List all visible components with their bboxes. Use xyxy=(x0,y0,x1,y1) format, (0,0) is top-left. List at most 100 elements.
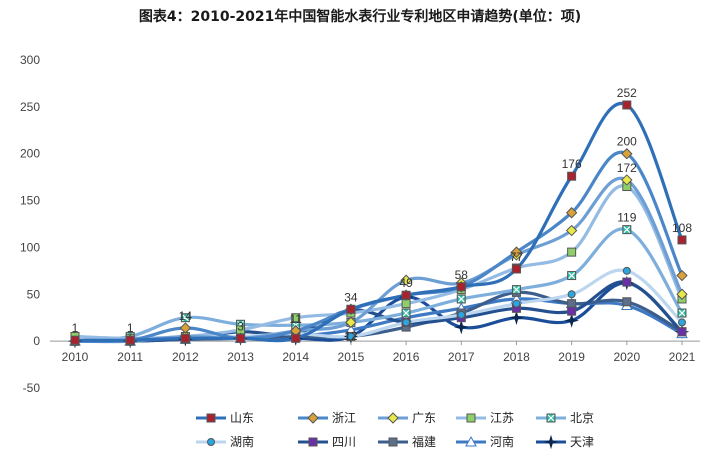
data-point xyxy=(402,318,411,327)
data-point xyxy=(677,235,687,245)
data-label: 77 xyxy=(510,250,524,264)
data-point-cross xyxy=(402,309,410,317)
legend-marker xyxy=(465,435,477,447)
x-tick-label: 2013 xyxy=(227,350,254,364)
y-tick-label: 200 xyxy=(20,147,40,161)
data-point-cross xyxy=(513,286,520,294)
x-axis: 2010 2011 2012 2013 2014 2015 2016 2017 2018 2019… xyxy=(50,340,700,364)
legend-label: 福建 xyxy=(412,434,436,449)
data-label: 14 xyxy=(179,309,193,323)
data-label: 1 xyxy=(72,321,79,335)
data-point xyxy=(291,313,301,323)
data-point xyxy=(179,322,192,334)
data-point xyxy=(622,100,632,110)
legend-label: 江苏 xyxy=(490,411,514,425)
legend-marker xyxy=(206,413,216,423)
data-label: 3 xyxy=(237,319,244,333)
data-point xyxy=(622,297,632,307)
data-point xyxy=(512,299,521,308)
x-tick-label: 2020 xyxy=(613,350,640,364)
y-tick-label: 50 xyxy=(27,287,41,301)
legend-label: 天津 xyxy=(570,435,594,449)
data-point xyxy=(676,288,688,300)
legend-marker xyxy=(543,434,559,450)
data-point xyxy=(345,316,357,329)
data-label: 11 xyxy=(289,312,302,326)
data-label: 34 xyxy=(344,290,358,304)
x-tick-label: 2021 xyxy=(669,350,696,364)
data-point xyxy=(567,290,576,299)
data-label: 1 xyxy=(127,321,134,335)
data-point xyxy=(678,318,686,327)
data-point xyxy=(567,171,577,181)
y-tick-label: 250 xyxy=(20,100,40,114)
x-tick-label: 2012 xyxy=(172,350,199,364)
data-label: 119 xyxy=(617,211,636,225)
x-tick-label: 2019 xyxy=(558,350,585,364)
data-point xyxy=(236,333,246,343)
y-tick-label: 300 xyxy=(20,53,40,67)
data-label: 49 xyxy=(399,276,413,290)
data-point xyxy=(567,247,577,257)
data-point xyxy=(509,310,524,325)
data-point xyxy=(346,304,356,314)
legend-marker xyxy=(466,413,476,423)
data-point xyxy=(346,332,355,341)
data-point-cross xyxy=(181,314,189,322)
legend-marker xyxy=(307,412,319,424)
legend-marker xyxy=(387,412,399,424)
series-lines xyxy=(73,101,684,344)
data-point xyxy=(510,246,523,258)
legend-label: 湖南 xyxy=(230,434,254,449)
data-point-cross xyxy=(457,295,465,303)
data-point-cross xyxy=(623,226,631,234)
data-label: 172 xyxy=(617,161,637,175)
data-point xyxy=(565,224,578,237)
legend-marker xyxy=(388,437,398,447)
data-point xyxy=(564,313,579,328)
x-tick-label: 2018 xyxy=(503,350,530,364)
x-tick-label: 2016 xyxy=(393,350,420,364)
data-point xyxy=(567,299,577,309)
data-point-cross xyxy=(568,272,576,279)
data-point xyxy=(677,327,687,337)
y-axis: -50 0 50 100 150 200 250 300 xyxy=(20,53,40,395)
y-tick-label: 0 xyxy=(33,334,40,348)
data-label: 108 xyxy=(672,221,692,235)
data-point xyxy=(400,274,412,286)
x-tick-label: 2014 xyxy=(282,350,309,364)
data-point xyxy=(180,333,190,343)
data-label: 200 xyxy=(617,135,637,149)
data-point xyxy=(565,207,578,219)
x-tick-label: 2011 xyxy=(117,350,143,364)
data-label: 252 xyxy=(617,86,637,100)
legend-marker xyxy=(308,437,318,447)
legend-label: 山东 xyxy=(230,411,254,425)
legend-marker-cross xyxy=(547,414,555,422)
legend-marker xyxy=(207,438,215,446)
data-point xyxy=(676,269,688,282)
data-point xyxy=(621,174,633,186)
data-label: 176 xyxy=(562,157,582,171)
x-tick-label: 2017 xyxy=(448,350,475,364)
chart-title: 图表4：2010-2021年中国智能水表行业专利地区申请趋势(单位：项) xyxy=(138,9,582,25)
legend-label: 四川 xyxy=(332,435,356,449)
data-point xyxy=(622,266,631,275)
data-point xyxy=(70,335,80,345)
data-point xyxy=(125,335,135,345)
data-point xyxy=(401,290,411,300)
x-tick-label: 2010 xyxy=(62,350,89,364)
data-point xyxy=(291,333,301,343)
x-tick-label: 2015 xyxy=(338,350,365,364)
legend-label: 浙江 xyxy=(332,411,356,425)
data-point xyxy=(511,264,521,274)
data-point xyxy=(621,148,633,160)
data-point xyxy=(567,306,577,316)
data-label: 58 xyxy=(455,268,469,282)
data-point xyxy=(456,282,466,292)
y-tick-label: 150 xyxy=(20,194,40,208)
